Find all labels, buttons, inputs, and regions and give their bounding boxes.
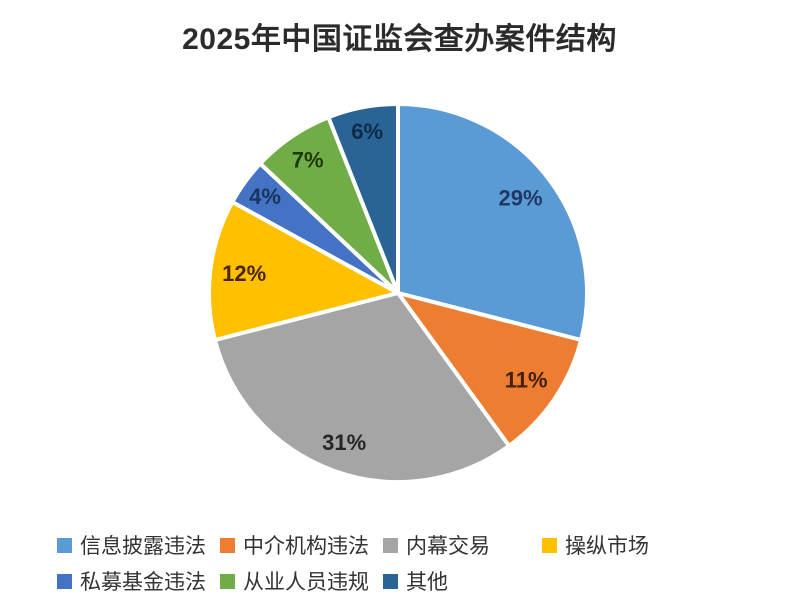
- legend-swatch-icon: [220, 537, 235, 553]
- legend-item-insider-trading: 内幕交易: [383, 530, 490, 560]
- legend-label: 中介机构违法: [243, 535, 369, 558]
- legend-label: 私募基金违法: [80, 571, 206, 594]
- legend-label: 内幕交易: [406, 535, 490, 558]
- pie-slice-3: [212, 291, 512, 484]
- pie-slice-percent-label: 12%: [222, 261, 266, 286]
- chart-title: 2025年中国证监会查办案件结构: [182, 23, 617, 56]
- legend-swatch-icon: [383, 537, 398, 553]
- legend-label: 其他: [406, 571, 448, 594]
- chart-legend: 信息披露违法 中介机构违法 内幕交易 操纵市场 私募基金违法 从业人员违规 其他: [57, 530, 777, 596]
- pie-slice-7: [326, 102, 400, 295]
- pie-slice-percent-label: 11%: [505, 368, 548, 393]
- legend-label: 从业人员违规: [243, 571, 369, 594]
- legend-label: 信息披露违法: [80, 535, 206, 558]
- pie-slice-percent-label: 31%: [322, 430, 366, 455]
- pie-slice-4: [207, 199, 400, 342]
- legend-row-1: 信息披露违法 中介机构违法 内幕交易 操纵市场: [57, 530, 777, 560]
- legend-item-other: 其他: [383, 566, 448, 596]
- legend-item-disclosure: 信息披露违法: [57, 530, 206, 560]
- pie-slice-percent-label: 29%: [498, 186, 542, 211]
- legend-row-2: 私募基金违法 从业人员违规 其他: [57, 566, 777, 596]
- pie-slice-percent-label: 6%: [351, 119, 383, 144]
- pie-slice-percent-label: 4%: [249, 184, 281, 209]
- legend-item-market-manipulation: 操纵市场: [542, 530, 649, 560]
- legend-label: 操纵市场: [565, 535, 649, 558]
- legend-swatch-icon: [57, 537, 72, 553]
- legend-item-practitioner: 从业人员违规: [220, 566, 369, 596]
- legend-swatch-icon: [542, 537, 557, 553]
- legend-swatch-icon: [57, 573, 72, 589]
- legend-swatch-icon: [220, 573, 235, 589]
- pie-slice-1: [396, 102, 589, 342]
- legend-swatch-icon: [383, 573, 398, 589]
- pie-slice-percent-label: 7%: [292, 148, 324, 173]
- pie-slice-2: [396, 291, 584, 448]
- legend-item-private-fund: 私募基金违法: [57, 566, 206, 596]
- legend-item-intermediary: 中介机构违法: [220, 530, 369, 560]
